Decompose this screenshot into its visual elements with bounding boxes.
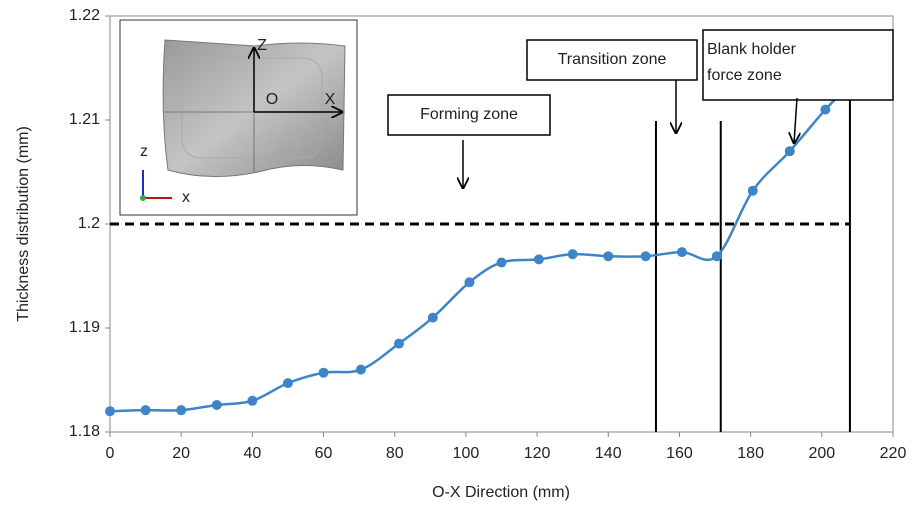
data-point [283,378,293,388]
data-point [394,339,404,349]
data-point [785,146,795,156]
chart: 1.18 1.19 1.2 1.21 1.22 0 20 40 60 80 100 120 140 160… [0,0,917,506]
x-tick-label: 120 [524,445,551,462]
x-tick-label: 180 [737,445,764,462]
annotation-text: force zone [707,67,782,84]
data-point [534,254,544,264]
x-tick-label: 0 [106,445,115,462]
y-tick-label: 1.21 [69,111,100,128]
y-tick-label: 1.18 [69,423,100,440]
inset [120,20,357,215]
data-point [568,249,578,259]
annotation-text: Transition zone [558,51,667,68]
inset-label: X [325,91,336,108]
data-point [105,406,115,416]
data-point [176,405,186,415]
data-point [212,400,222,410]
inset-label: Z [257,37,267,54]
data-point [712,251,722,261]
annotations: Forming zone Transition zone Blank holder f… [388,30,893,188]
data-point [428,313,438,323]
y-tick-label: 1.2 [78,215,100,232]
data-point [141,405,151,415]
inset-label: O [266,91,278,108]
x-tick-label: 60 [315,445,333,462]
data-point [464,277,474,287]
data-point [641,251,651,261]
annotation-arrow [794,98,797,143]
y-tick-label: 1.19 [69,319,100,336]
annotation-text: Blank holder [707,41,797,58]
x-tick-label: 20 [172,445,190,462]
annotation-text: Forming zone [420,106,518,123]
data-point [247,396,257,406]
x-tick-label: 100 [453,445,480,462]
y-axis-label: Thickness distribution (mm) [15,126,32,322]
x-tick-label: 80 [386,445,404,462]
x-tick-label: 40 [243,445,261,462]
x-tick-label: 220 [880,445,907,462]
x-tick-label: 200 [808,445,835,462]
x-tick-label: 140 [595,445,622,462]
data-point [748,186,758,196]
inset-label: x [182,189,190,206]
data-point [677,247,687,257]
x-tick-label: 160 [666,445,693,462]
data-point [319,368,329,378]
data-point [820,105,830,115]
y-tick-label: 1.22 [69,7,100,24]
data-point [356,365,366,375]
inset-label: z [140,143,148,160]
data-point [603,251,613,261]
x-axis-label: O-X Direction (mm) [432,484,570,501]
data-point [497,257,507,267]
